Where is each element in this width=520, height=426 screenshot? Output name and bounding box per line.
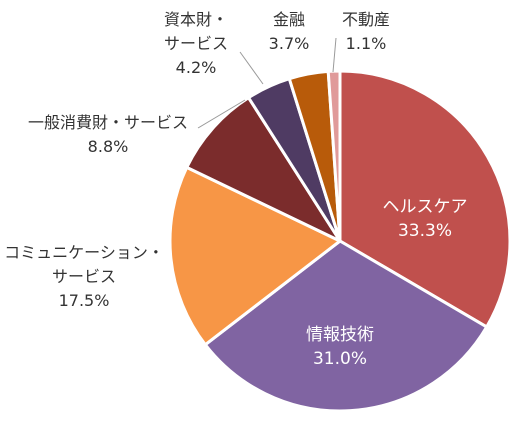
leader-line-4 — [239, 51, 264, 85]
pie-slice-3 — [185, 96, 342, 243]
slice-label-2-line-0: コミュニケーション・ — [4, 243, 164, 262]
leader-line-6 — [332, 37, 337, 73]
slice-label-2-line-1: サービス — [52, 267, 116, 286]
pie-slice-2 — [168, 165, 342, 347]
slice-label-5-line-0: 金融 — [273, 10, 305, 29]
slice-label-4-line-0: 資本財・ — [164, 10, 228, 29]
pie-slice-1 — [203, 239, 489, 413]
slice-label-4-line-1: サービス — [164, 34, 228, 53]
slice-label-1: 情報技術 — [306, 325, 374, 345]
slice-value-0: 33.3% — [398, 221, 452, 241]
slice-value-4: 4.2% — [176, 58, 217, 77]
slice-value-6: 1.1% — [346, 34, 387, 53]
pie-slice-6 — [326, 69, 342, 243]
slice-value-5: 3.7% — [269, 34, 310, 53]
slice-label-3-line-0: 一般消費財・サービス — [28, 113, 188, 132]
slice-value-3: 8.8% — [88, 137, 129, 156]
slice-value-1: 31.0% — [313, 349, 367, 369]
slice-label-6-line-0: 不動産 — [342, 10, 390, 29]
pie-slice-0 — [338, 69, 512, 329]
leader-line-3 — [197, 99, 246, 129]
slice-label-0: ヘルスケア — [383, 197, 468, 217]
slice-value-2: 17.5% — [59, 291, 110, 310]
